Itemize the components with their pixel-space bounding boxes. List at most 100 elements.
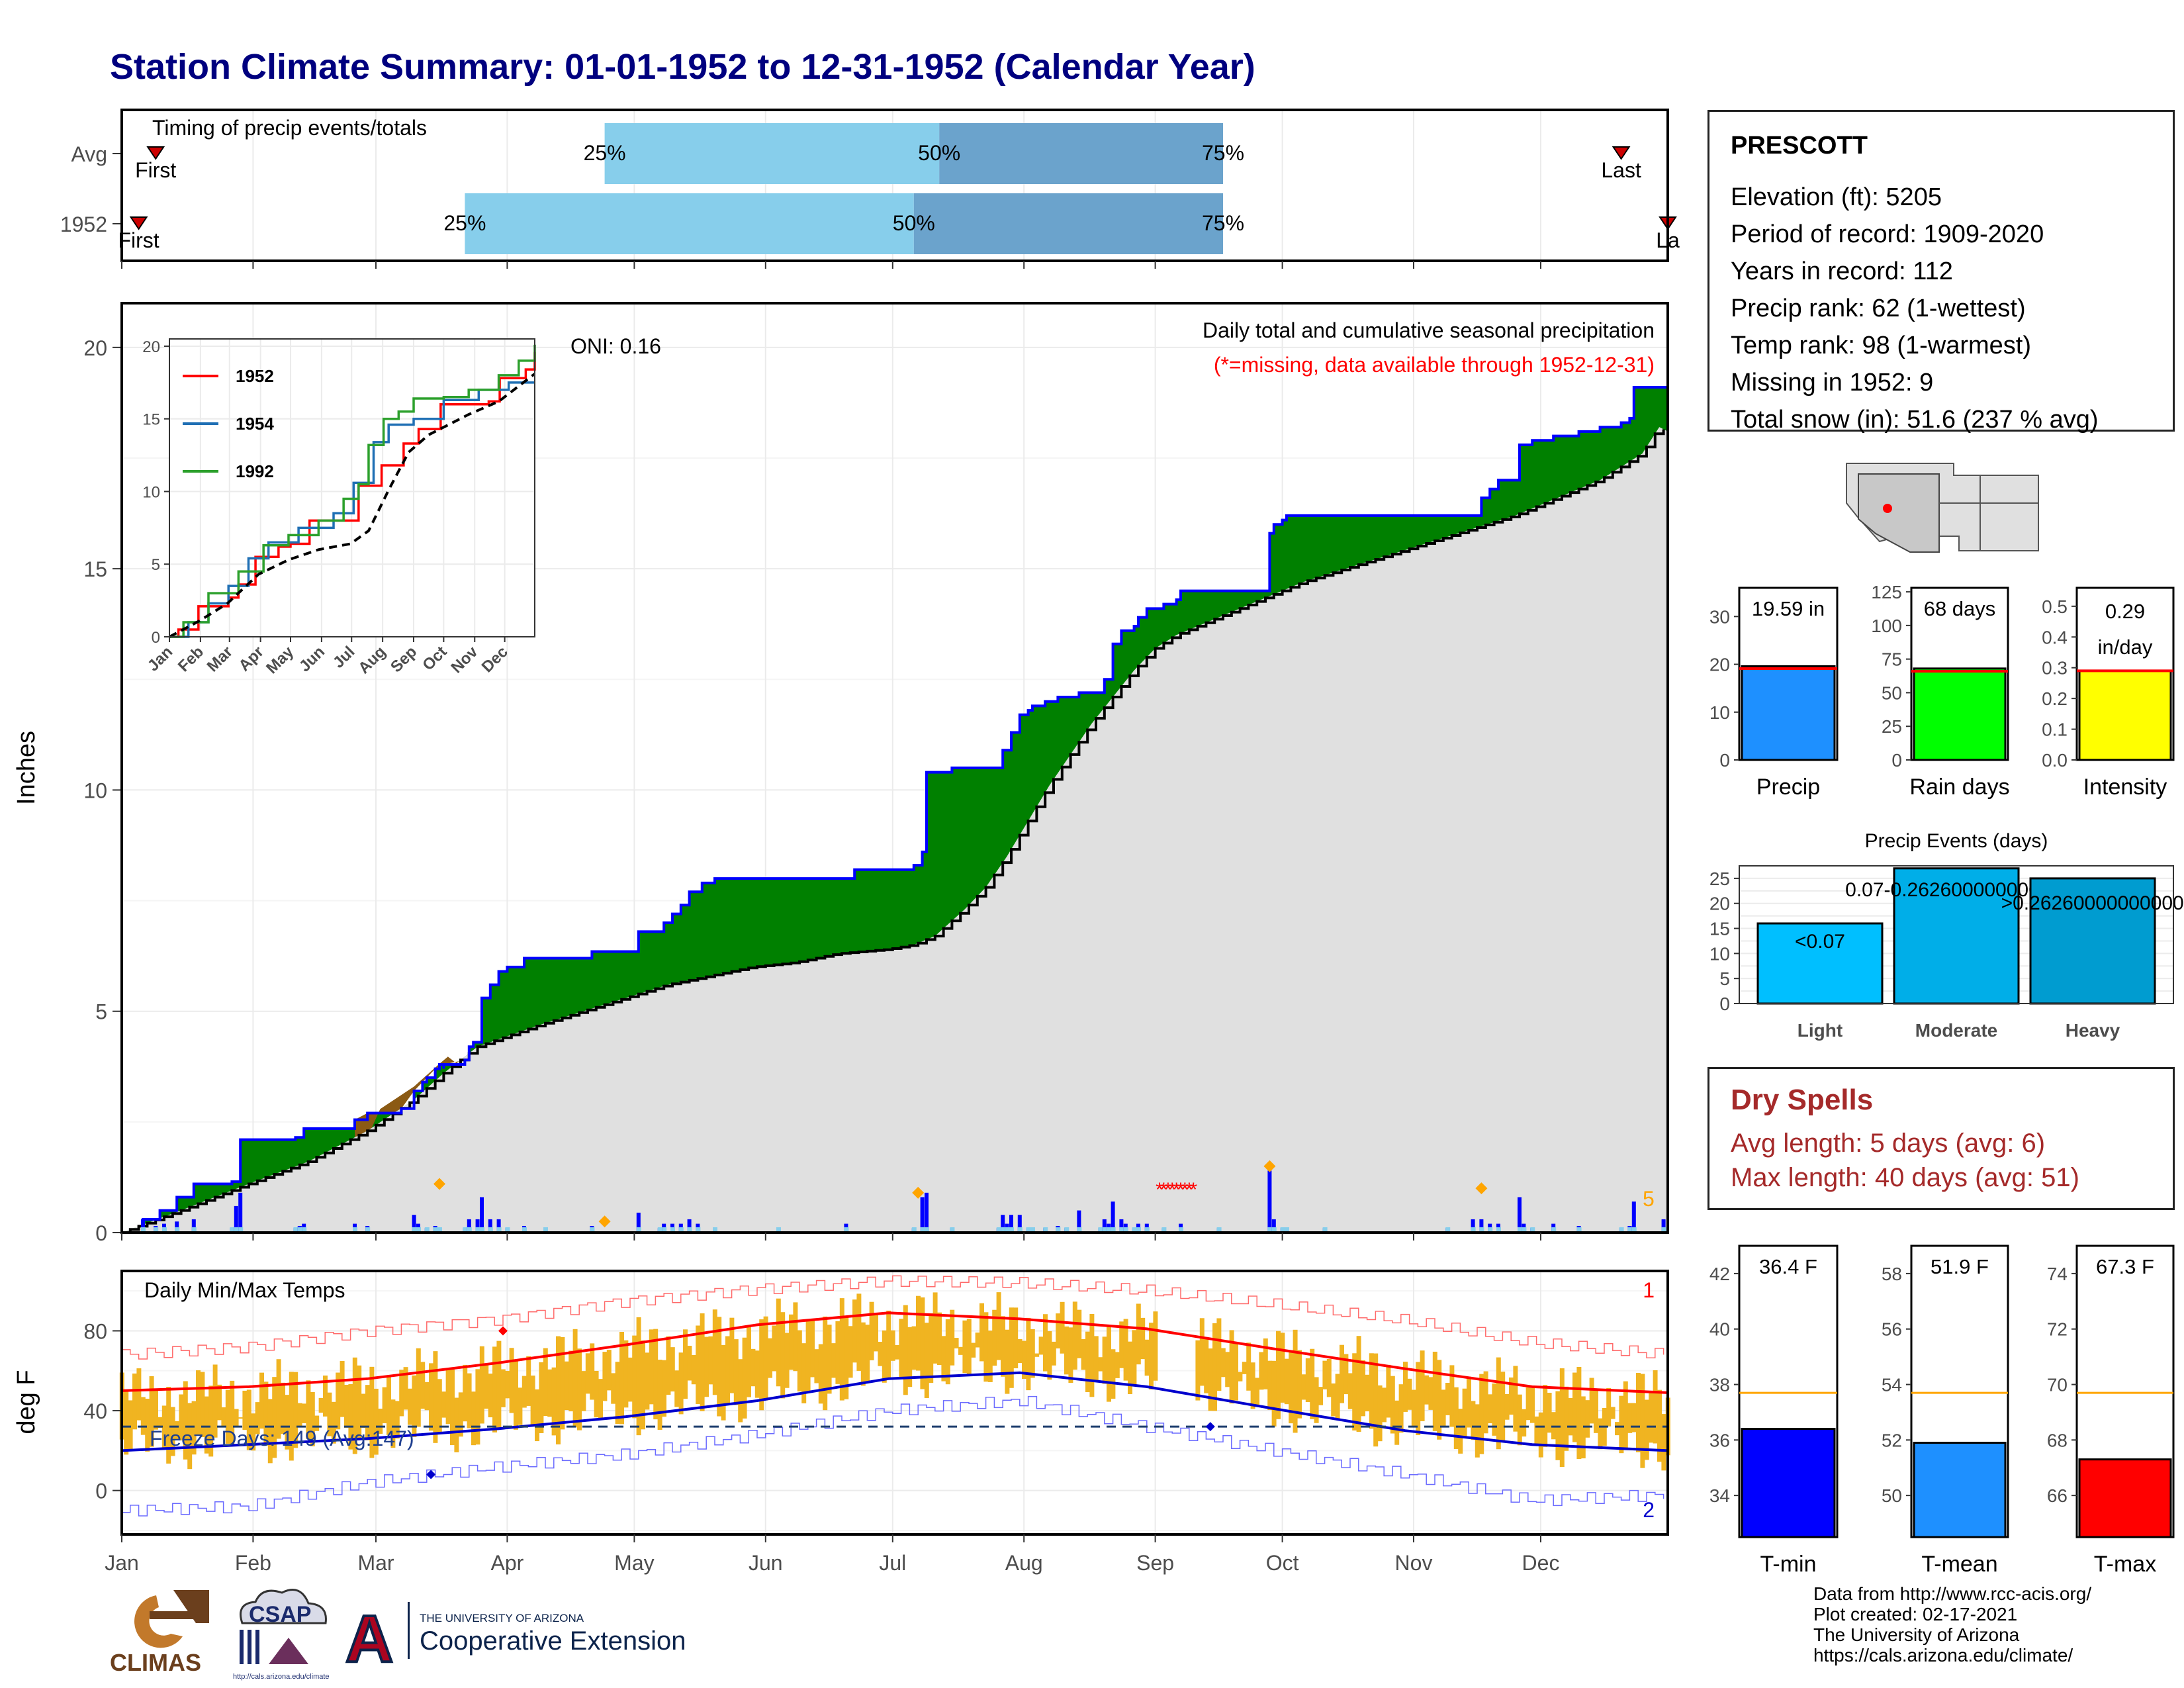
tmin-y-tick-label: 36: [1709, 1430, 1730, 1450]
events-frame: [1739, 865, 2174, 1004]
daily-temp-bar: [971, 1342, 976, 1358]
daily-temp-bar: [1271, 1360, 1277, 1427]
daily-temp-bar: [780, 1312, 786, 1399]
daily-temp-bar: [450, 1369, 455, 1446]
daily-temp-bar: [336, 1372, 341, 1430]
daily-temp-bar: [1369, 1353, 1374, 1429]
tmax-category-label: T-max: [2094, 1552, 2156, 1577]
daily-precip-base: [687, 1227, 692, 1233]
daily-temp-bar: [1356, 1336, 1361, 1432]
daily-temp-bar: [1238, 1372, 1243, 1382]
missing-day-marker: *: [1160, 1179, 1168, 1201]
daily-temp-bar: [458, 1392, 463, 1437]
first-event-marker: [129, 216, 148, 230]
daily-temp-bar: [1640, 1374, 1645, 1468]
daily-precip-base: [1661, 1227, 1666, 1233]
daily-temp-bar: [1653, 1370, 1658, 1444]
daily-temp-bar: [1441, 1389, 1446, 1427]
temp-y-axis-label: deg F: [13, 1370, 40, 1434]
tmean-y-tick-label: 54: [1882, 1375, 1902, 1395]
daily-temp-bar: [1314, 1377, 1319, 1423]
daily-temp-bar: [577, 1348, 582, 1430]
daily-temp-bar: [623, 1340, 629, 1408]
daily-temp-bar: [467, 1373, 472, 1429]
daily-temp-bar: [1462, 1388, 1467, 1438]
daily-temp-bar: [225, 1389, 230, 1444]
daily-temp-bar: [1030, 1329, 1035, 1378]
daily-temp-bar: [1445, 1383, 1450, 1415]
daily-temp-bar: [1229, 1330, 1234, 1404]
tmin-bar: [1741, 1428, 1836, 1538]
daily-precip-base: [1132, 1227, 1137, 1233]
month-label: Jul: [879, 1551, 906, 1575]
daily-temp-bar: [1102, 1336, 1107, 1384]
quartile-label-50: 50%: [918, 141, 960, 165]
daily-temp-bar: [234, 1409, 239, 1428]
daily-temp-bar: [987, 1331, 993, 1382]
daily-temp-bar: [1128, 1341, 1132, 1395]
daily-temp-bar: [1310, 1348, 1315, 1419]
cumulative-1952-line: [122, 365, 1669, 1234]
daily-precip-base: [162, 1227, 167, 1233]
first-event-label: First: [135, 158, 176, 182]
daily-precip-bar: [475, 1219, 480, 1233]
intensity-y-tick-label: 0.2: [2042, 688, 2068, 709]
daily-temp-bar: [1009, 1307, 1014, 1388]
daily-temp-bar: [966, 1319, 972, 1375]
quartile-bar-25-50: [604, 123, 940, 184]
daily-temp-bar: [441, 1391, 447, 1418]
precip-total-y-tick-label: 0: [1719, 750, 1730, 771]
inset-y-tick-label: 15: [142, 411, 160, 429]
intensity-y-tick-label: 0.5: [2042, 596, 2068, 617]
daily-temp-bar: [754, 1350, 760, 1398]
daily-temp-bar: [641, 1340, 645, 1430]
daily-temp-bar: [954, 1338, 959, 1348]
daily-temp-bar: [615, 1362, 620, 1425]
daily-temp-bar: [1649, 1391, 1654, 1443]
daily-temp-bar: [1093, 1336, 1099, 1382]
record-high-line: [122, 1275, 1664, 1360]
daily-temp-bar: [725, 1336, 730, 1404]
daily-temp-bar: [1153, 1311, 1158, 1381]
rain-days-value-label: 68 days: [1924, 597, 1996, 620]
daily-temp-bar: [772, 1325, 777, 1372]
daily-precip-base: [1005, 1227, 1010, 1233]
record-high-count: 1: [1643, 1278, 1655, 1302]
credits: Data from http://www.rcc-acis.org/ Plot …: [1813, 1583, 2091, 1665]
daily-temp-bar: [929, 1313, 934, 1383]
daily-temp-bar: [340, 1361, 345, 1417]
daily-temp-bar: [1297, 1350, 1302, 1419]
daily-temp-bar: [1453, 1387, 1459, 1449]
daily-temp-bar: [302, 1403, 306, 1424]
daily-precip-base: [1280, 1227, 1285, 1233]
last-event-label: Last: [1601, 158, 1641, 182]
daily-precip-base: [925, 1227, 929, 1233]
month-label: Apr: [491, 1551, 524, 1575]
precip-total-y-tick-label: 10: [1709, 702, 1730, 723]
daily-temp-bar: [670, 1347, 675, 1392]
daily-temp-bar: [310, 1391, 315, 1446]
credit-created: Plot created: 02-17-2021: [1813, 1604, 2018, 1624]
daily-precip-base: [1496, 1227, 1501, 1233]
daily-temp-bar: [496, 1340, 502, 1429]
daily-temp-bar: [1483, 1371, 1488, 1434]
daily-precip-base: [297, 1227, 302, 1233]
station-period: Period of record: 1909-2020: [1731, 220, 2044, 248]
daily-temp-bar: [1119, 1321, 1124, 1368]
daily-temp-bar: [975, 1333, 980, 1348]
tmax-y-tick-label: 66: [2047, 1485, 2068, 1506]
events-bar-label: >0.262600000000000: [2001, 892, 2184, 914]
daily-temp-bar: [281, 1382, 285, 1434]
daily-temp-bar: [1458, 1409, 1463, 1454]
daily-temp-bar: [1098, 1357, 1103, 1372]
csap-url: http://cals.arizona.edu/climate: [233, 1673, 330, 1681]
daily-temp-bar: [560, 1336, 565, 1430]
daily-temp-bar: [382, 1387, 387, 1424]
daily-temp-bar: [810, 1321, 815, 1378]
daily-temp-bar: [823, 1316, 828, 1411]
tmax-y-tick-label: 70: [2047, 1375, 2068, 1395]
daily-temp-bar: [700, 1313, 705, 1411]
daily-temp-bar: [1013, 1307, 1019, 1369]
oni-label: ONI: 0.16: [570, 334, 661, 358]
quartile-bar-50-75: [939, 123, 1223, 184]
